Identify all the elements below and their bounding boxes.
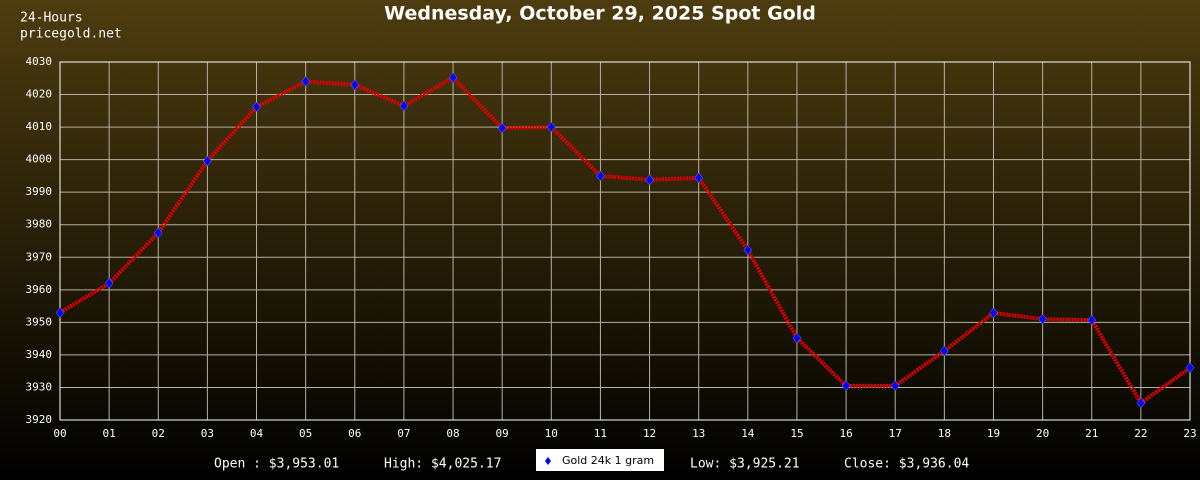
point-marker <box>301 76 310 87</box>
x-tick-label: 00 <box>53 427 66 440</box>
point-marker <box>104 277 114 289</box>
x-tick-label: 03 <box>201 427 214 440</box>
source: pricegold.net <box>20 27 122 42</box>
y-tick-label: 3970 <box>26 250 53 263</box>
point-marker <box>1087 314 1097 326</box>
point-marker <box>153 227 163 239</box>
point-marker <box>743 244 753 256</box>
x-tick-label: 12 <box>643 427 656 440</box>
point-marker <box>546 121 556 133</box>
period-label: 24-Hours <box>20 11 83 26</box>
y-tick-label: 3950 <box>26 315 53 328</box>
x-tick-label: 04 <box>250 427 264 440</box>
x-tick-label: 08 <box>446 427 459 440</box>
x-tick-label: 10 <box>545 427 558 440</box>
x-tick-label: 11 <box>594 427 607 440</box>
point-marker <box>55 307 65 318</box>
x-tick-label: 20 <box>1036 427 1049 440</box>
point-marker <box>645 174 654 186</box>
point-marker <box>1136 397 1146 409</box>
point-marker <box>792 332 802 344</box>
x-tick-label: 01 <box>103 427 116 440</box>
legend-box <box>536 449 664 471</box>
legend-marker <box>545 457 551 465</box>
point-marker <box>1185 362 1195 374</box>
point-marker <box>252 101 261 113</box>
point-marker <box>989 307 998 319</box>
y-tick-label: 3940 <box>26 348 53 361</box>
price-line <box>58 75 1192 406</box>
stat: Open : $3,953.01 <box>214 457 339 472</box>
x-tick-label: 22 <box>1134 427 1147 440</box>
y-tick-label: 3990 <box>26 185 53 198</box>
x-tick-label: 05 <box>299 427 312 440</box>
point-marker <box>694 172 704 184</box>
point-marker <box>1038 313 1047 325</box>
y-tick-label: 3960 <box>26 283 53 296</box>
point-marker <box>203 155 212 167</box>
x-tick-label: 14 <box>741 427 755 440</box>
x-tick-label: 19 <box>987 427 1000 440</box>
point-marker <box>399 100 409 112</box>
x-tick-label: 17 <box>889 427 902 440</box>
y-tick-label: 4020 <box>26 88 53 101</box>
x-tick-label: 13 <box>692 427 705 440</box>
point-marker <box>497 122 507 134</box>
x-tick-label: 09 <box>496 427 509 440</box>
x-tick-label: 07 <box>397 427 410 440</box>
x-tick-label: 15 <box>790 427 803 440</box>
point-marker <box>940 345 949 357</box>
point-marker <box>890 380 900 392</box>
y-tick-label: 4010 <box>26 120 53 133</box>
x-tick-label: 23 <box>1183 427 1196 440</box>
y-tick-label: 4030 <box>26 55 53 68</box>
x-tick-label: 16 <box>839 427 852 440</box>
plot-border <box>59 61 1191 421</box>
stat: Close: $3,936.04 <box>844 457 969 472</box>
point-marker <box>448 72 458 84</box>
point-marker <box>350 79 360 91</box>
y-tick-label: 3980 <box>26 218 53 231</box>
point-marker <box>596 170 605 182</box>
chart-title: Wednesday, October 29, 2025 Spot Gold <box>384 3 816 25</box>
point-marker <box>841 380 851 392</box>
x-tick-label: 21 <box>1085 427 1098 440</box>
stat: Low: $3,925.21 <box>690 457 800 472</box>
y-tick-label: 3920 <box>26 413 53 426</box>
x-tick-label: 18 <box>938 427 951 440</box>
x-tick-label: 06 <box>348 427 361 440</box>
x-tick-label: 02 <box>152 427 165 440</box>
y-tick-label: 3930 <box>26 380 53 393</box>
y-tick-label: 4000 <box>26 153 53 166</box>
stat: High: $4,025.17 <box>384 457 501 472</box>
legend-entry: Gold 24k 1 gram <box>562 454 654 467</box>
